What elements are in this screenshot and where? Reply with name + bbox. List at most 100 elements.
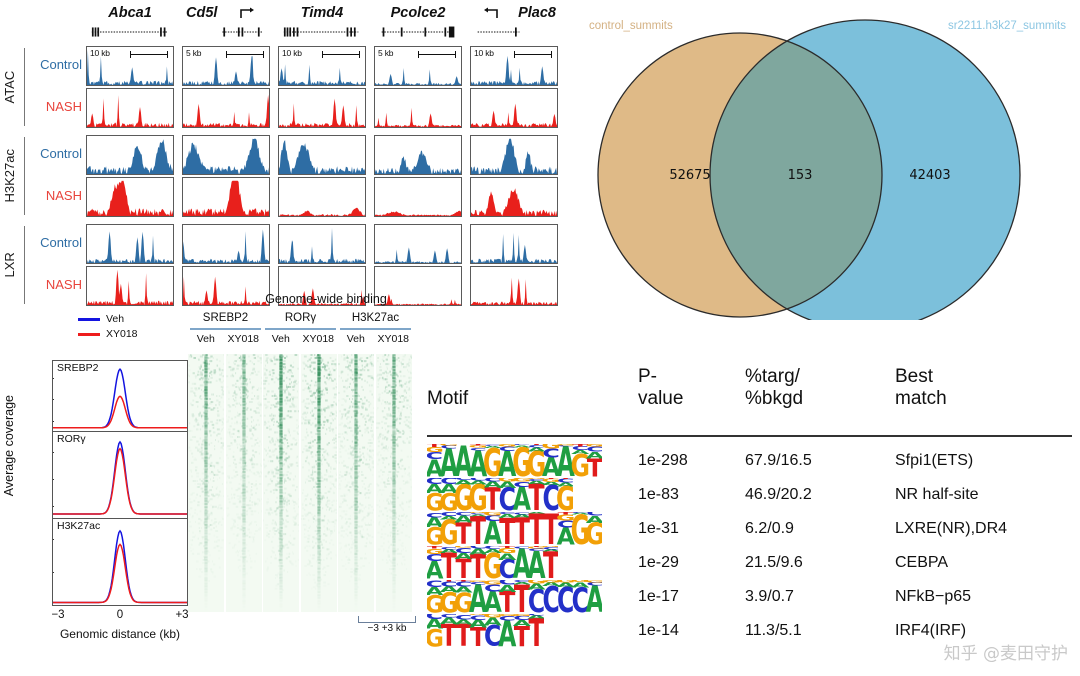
track-column-timd4: 10 kb	[278, 46, 366, 306]
signal-trace	[279, 136, 365, 174]
venn-count-intersection: 153	[787, 168, 813, 183]
svg-text:C: C	[427, 552, 443, 563]
svg-text:G: G	[512, 478, 531, 483]
gene-name-label: Pcolce2	[390, 5, 446, 21]
svg-text:C: C	[586, 512, 602, 518]
svg-text:A: A	[440, 617, 459, 627]
svg-text:T: T	[543, 478, 560, 479]
svg-text:A: A	[571, 512, 589, 515]
motif-sequence-logo: ACGTACGAACGTGACACGGACGACTACGACGGACTTACG	[425, 437, 605, 486]
svg-text:C: C	[484, 478, 501, 483]
legend-swatch	[78, 333, 100, 336]
motif-pvalue: 1e-14	[638, 622, 679, 639]
motif-best-match: LXRE(NR),DR4	[895, 520, 1008, 537]
heatmap-group-label: RORγ	[284, 312, 317, 324]
svg-text:G: G	[585, 444, 602, 447]
scale-bar: 10 kb	[474, 48, 554, 61]
svg-text:A: A	[498, 552, 516, 563]
svg-text:A: A	[469, 480, 488, 486]
assay-label-atac: ATAC	[2, 70, 17, 104]
signal-track-timd4-h3k27ac-control	[278, 135, 366, 175]
metaplot-2: H3K27ac80400	[52, 518, 188, 606]
heatmap-group-srebp2: SREBP2	[188, 312, 263, 330]
svg-text:C: C	[499, 446, 516, 453]
coverage-x-axis-label: Genomic distance (kb)	[59, 627, 181, 641]
svg-text:C: C	[484, 583, 501, 594]
signal-trace	[279, 178, 365, 216]
svg-text:C: C	[572, 512, 589, 513]
motif-best-match: Sfpi1(ETS)	[895, 452, 974, 469]
signal-track-pcolce2-h3k27ac-nash	[374, 176, 462, 217]
svg-text:A: A	[440, 549, 459, 555]
svg-text:C: C	[499, 512, 516, 515]
venn-outline-left	[597, 32, 883, 318]
venn-overlap-region	[710, 33, 882, 317]
heatmap-subcol-xy018: XY018	[227, 333, 260, 345]
motif-best-match: IRF4(IRF)	[895, 622, 967, 639]
heatmap-group-h3k27ac: H3K27ac	[338, 312, 413, 330]
svg-text:A: A	[427, 616, 444, 632]
svg-text:T: T	[543, 546, 558, 579]
svg-text:A: A	[454, 618, 473, 626]
venn-count-right: 42403	[909, 168, 951, 183]
motif-best-match: CEBPA	[895, 554, 949, 571]
svg-text:A: A	[469, 580, 487, 613]
svg-text:A: A	[440, 482, 459, 497]
heatmap-column-2	[263, 354, 299, 612]
heatmap-subcol-xy018: XY018	[377, 333, 410, 345]
svg-text:C: C	[557, 445, 574, 447]
signal-track-plac8-lxr-nash	[470, 265, 558, 306]
svg-text:C: C	[440, 581, 457, 589]
svg-text:G: G	[556, 444, 575, 446]
svg-text:G: G	[483, 546, 502, 579]
svg-text:A: A	[440, 515, 459, 520]
svg-text:C: C	[455, 547, 472, 555]
signal-trace	[375, 89, 461, 127]
signal-track-abca1-h3k27ac-control	[86, 135, 174, 175]
svg-text:T: T	[558, 512, 575, 516]
svg-text:T: T	[470, 444, 487, 446]
scale-bar: 10 kb	[282, 48, 362, 61]
svg-text:C: C	[484, 444, 501, 446]
heatmap-area	[188, 354, 413, 612]
signal-trace	[183, 47, 269, 85]
metaplot-1: RORγ5030100	[52, 431, 188, 519]
svg-text:A: A	[557, 522, 576, 545]
venn-count-left: 52675	[669, 168, 711, 183]
svg-text:C: C	[528, 444, 545, 448]
metaplot-title: H3K27ac	[57, 520, 101, 532]
scale-bar-line	[514, 51, 552, 58]
svg-text:T: T	[455, 518, 472, 545]
gene-model-diagram	[90, 24, 170, 40]
signal-track-plac8-h3k27ac-control	[470, 135, 558, 175]
svg-text:C: C	[513, 546, 530, 549]
svg-text:C: C	[484, 546, 501, 550]
signal-track-cd5l-atac-control: 5 kb	[182, 46, 270, 86]
svg-text:T: T	[455, 619, 472, 647]
signal-track-plac8-atac-nash	[470, 87, 558, 128]
track-column-abca1: 10 kb	[86, 46, 174, 306]
svg-text:A: A	[484, 548, 503, 554]
scale-bar-line	[226, 51, 264, 58]
metaplot-stack: SREBP25030100RORγ5030100H3K27ac80400	[52, 360, 188, 606]
svg-text:G: G	[427, 488, 444, 511]
svg-text:T: T	[528, 512, 545, 545]
svg-text:A: A	[513, 481, 532, 511]
svg-text:A: A	[527, 546, 545, 579]
svg-text:T: T	[485, 482, 501, 511]
motif-sequence-logo: ACGTTACTACGTACGACCAGTACACGTTACG	[425, 540, 561, 588]
svg-text:C: C	[469, 513, 486, 515]
svg-text:G: G	[468, 478, 487, 511]
assay-label-lxr: LXR	[2, 252, 17, 278]
heatmap-group-rule	[340, 328, 411, 330]
svg-text:A: A	[571, 581, 590, 589]
svg-text:T: T	[543, 512, 559, 545]
svg-text:C: C	[557, 478, 573, 484]
svg-text:A: A	[498, 583, 516, 594]
signal-trace	[471, 89, 557, 127]
svg-text:A: A	[454, 552, 473, 561]
venn-svg	[597, 19, 1021, 320]
track-column-plac8: 10 kb	[470, 46, 558, 306]
heatmap-column-5	[375, 354, 412, 612]
